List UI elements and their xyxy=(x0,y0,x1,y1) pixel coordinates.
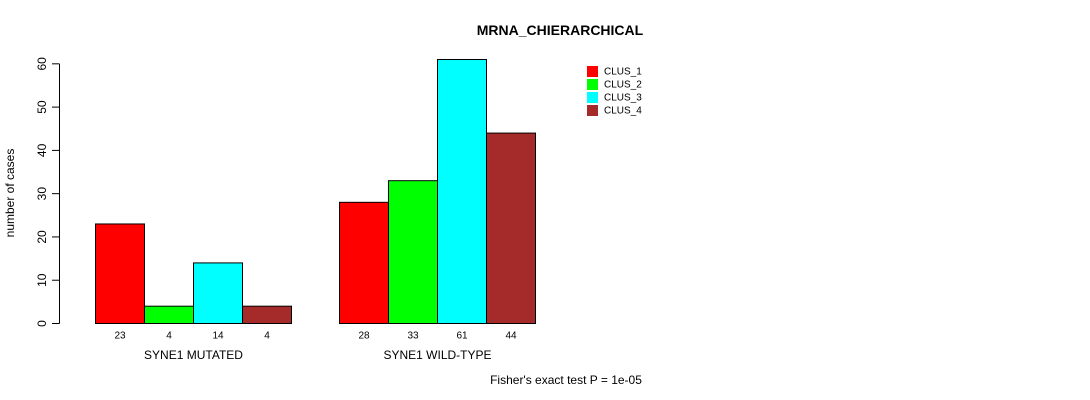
bar-value-label: 14 xyxy=(212,331,224,342)
legend-swatch xyxy=(587,66,598,77)
chart-title: MRNA_CHIERARCHICAL xyxy=(477,22,644,38)
bar xyxy=(339,201,389,324)
legend-label: CLUS_3 xyxy=(604,93,642,104)
group-label: SYNE1 MUTATED xyxy=(144,348,243,362)
legend-swatch xyxy=(587,92,598,103)
y-tick-label: 0 xyxy=(35,320,49,327)
bar xyxy=(486,132,536,324)
bar-value-label: 28 xyxy=(358,331,370,342)
bar-value-label: 44 xyxy=(505,331,517,342)
y-axis: 0 10 20 30 40 50 60 xyxy=(35,57,60,327)
bar xyxy=(193,262,243,325)
bars xyxy=(95,59,536,325)
bar-value-label: 23 xyxy=(114,331,126,342)
bar xyxy=(437,59,487,324)
bar-value-label: 4 xyxy=(166,331,172,342)
bar-value-labels: 23 4 14 4 28 33 61 44 xyxy=(114,331,517,342)
legend-label: CLUS_4 xyxy=(604,106,642,117)
legend-swatch xyxy=(587,105,598,116)
bar-value-label: 61 xyxy=(456,331,468,342)
fisher-test-footnote: Fisher's exact test P = 1e-05 xyxy=(490,373,642,387)
legend: CLUS_1 CLUS_2 CLUS_3 CLUS_4 xyxy=(587,66,642,117)
bar-value-label: 33 xyxy=(407,331,419,342)
legend-label: CLUS_1 xyxy=(604,67,642,78)
bar xyxy=(242,305,292,325)
y-tick-label: 40 xyxy=(35,143,49,157)
bar-value-label: 4 xyxy=(264,331,270,342)
bar xyxy=(95,223,145,324)
y-tick-label: 30 xyxy=(35,187,49,201)
y-tick-label: 60 xyxy=(35,57,49,71)
group-label: SYNE1 WILD-TYPE xyxy=(383,348,491,362)
group-labels: SYNE1 MUTATED SYNE1 WILD-TYPE xyxy=(144,348,491,362)
legend-label: CLUS_2 xyxy=(604,80,642,91)
y-axis-label: number of cases xyxy=(3,149,17,238)
y-tick-label: 10 xyxy=(35,273,49,287)
y-tick-label: 50 xyxy=(35,100,49,114)
bar xyxy=(388,180,438,324)
legend-swatch xyxy=(587,79,598,90)
y-tick-label: 20 xyxy=(35,230,49,244)
bar xyxy=(144,305,194,325)
